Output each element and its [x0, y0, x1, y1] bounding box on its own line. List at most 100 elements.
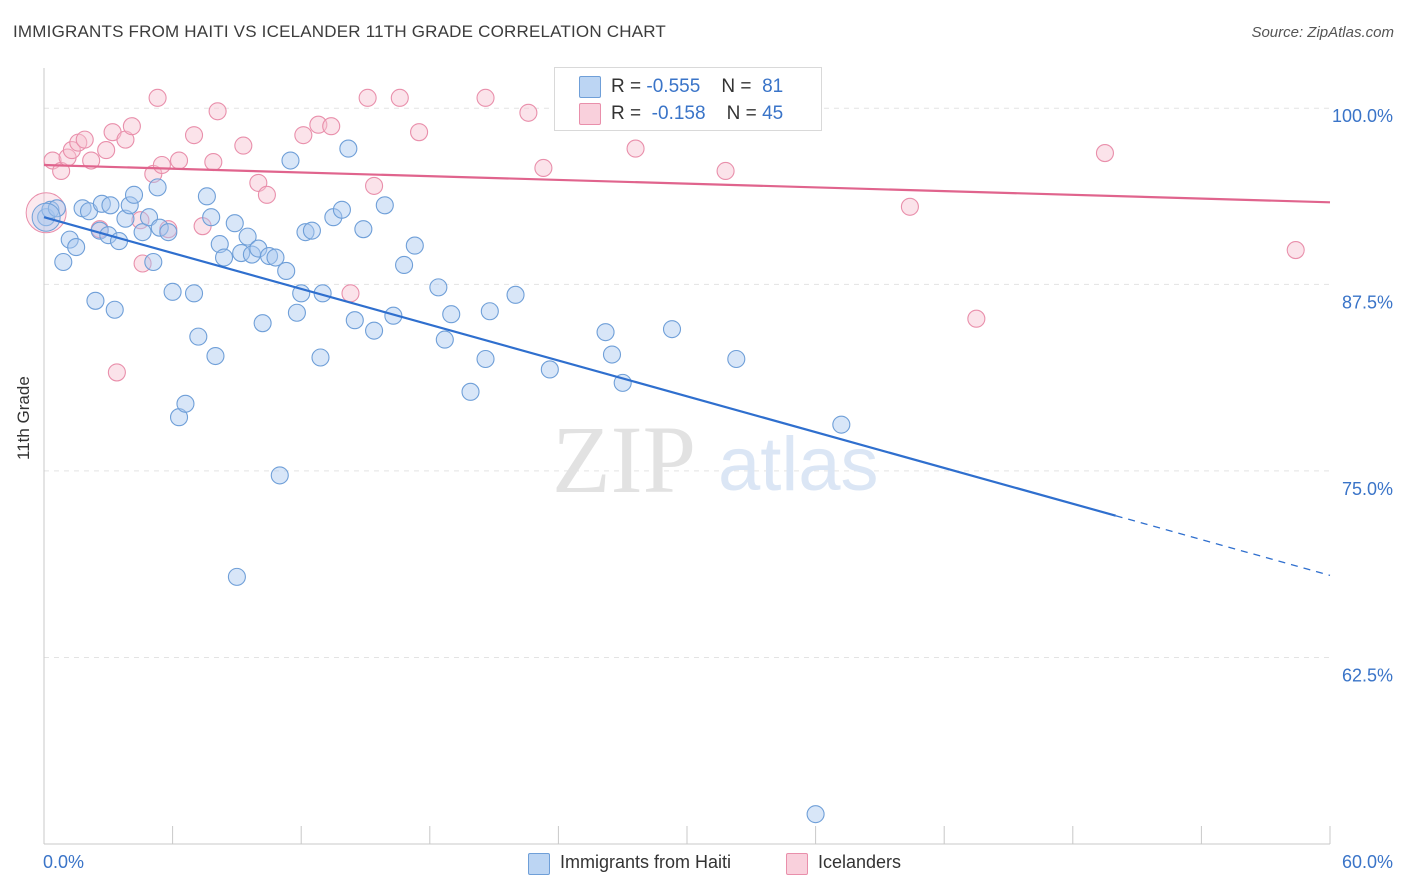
icelanders-point — [476, 88, 495, 107]
haiti-point — [332, 200, 351, 219]
icelanders-point — [169, 151, 189, 170]
haiti-point — [602, 345, 622, 364]
icelanders-point — [967, 309, 986, 328]
legend-n-value-haiti: 81 — [762, 76, 784, 97]
haiti-point — [429, 278, 448, 297]
haiti-point — [163, 282, 182, 301]
haiti-point — [405, 236, 424, 255]
haiti-point — [159, 223, 178, 242]
icelanders-point — [204, 152, 223, 172]
haiti-point — [150, 218, 169, 237]
haiti-point — [227, 567, 246, 586]
x-tick-label: 60.0% — [1342, 852, 1393, 872]
icelanders-point — [122, 117, 141, 136]
watermark-atlas: atlas — [718, 422, 879, 507]
haiti-point — [296, 223, 315, 242]
haiti-point — [67, 238, 86, 257]
y-tick-label: 75.0% — [1342, 479, 1393, 499]
icelanders-point — [716, 161, 735, 181]
haiti-point — [86, 291, 105, 310]
haiti-point — [435, 330, 454, 349]
icelanders-point — [341, 284, 360, 303]
icelanders-trend-line — [43, 163, 1331, 204]
icelanders-point — [184, 126, 204, 145]
legend-n-label: N = — [721, 76, 752, 97]
haiti-point — [266, 248, 285, 267]
legend-swatch-haiti — [579, 76, 601, 98]
haiti-point — [476, 349, 495, 369]
haiti-point — [144, 252, 163, 272]
haiti-point — [133, 223, 152, 242]
icelanders-point — [97, 141, 116, 160]
haiti-point — [395, 255, 414, 275]
bottom-legend-swatch-haiti — [528, 853, 550, 875]
icelanders-point — [148, 88, 167, 107]
haiti-point — [281, 151, 300, 170]
icelanders-point — [82, 151, 101, 170]
haiti-trend-line — [43, 216, 1116, 517]
legend-r-value-haiti: -0.555 — [646, 76, 701, 97]
haiti-point — [354, 220, 373, 239]
haiti-point — [210, 235, 229, 254]
icelanders-point — [626, 139, 645, 158]
chart-title: IMMIGRANTS FROM HAITI VS ICELANDER 11TH … — [13, 22, 667, 41]
haiti-point — [214, 248, 234, 267]
haiti-point — [311, 348, 330, 367]
haiti-point — [540, 360, 559, 379]
icelanders-point — [234, 136, 253, 155]
haiti-point — [206, 346, 225, 366]
legend-r-label: R = — [611, 103, 642, 124]
y-tick-label: 87.5% — [1342, 292, 1393, 312]
haiti-point — [277, 261, 296, 281]
haiti-point — [365, 321, 384, 340]
haiti-point — [302, 221, 321, 240]
haiti-point — [189, 327, 208, 346]
icelanders-points — [25, 88, 1305, 382]
icelanders-point — [62, 141, 81, 160]
icelanders-point — [294, 126, 313, 145]
legend-swatch-icelanders — [579, 103, 601, 125]
haiti-point — [54, 252, 73, 272]
icelanders-point — [390, 88, 409, 107]
haiti-point — [662, 320, 682, 339]
icelanders-point — [410, 123, 429, 142]
correlation-legend: R = -0.555 N = 81 R = -0.158 N = 45 — [554, 67, 822, 131]
haiti-point — [270, 466, 289, 485]
haiti-point — [249, 239, 268, 258]
haiti-point — [461, 382, 480, 401]
icelanders-point — [322, 117, 341, 136]
haiti-point — [116, 209, 135, 228]
bottom-legend-label-haiti: Immigrants from Haiti — [560, 852, 732, 872]
haiti-trend-extension — [1115, 515, 1331, 577]
haiti-point — [60, 230, 79, 249]
haiti-points — [31, 139, 851, 824]
icelanders-point — [1095, 144, 1114, 163]
axis-layer — [43, 68, 1331, 845]
haiti-point — [806, 805, 825, 824]
x-tick-label: 0.0% — [43, 852, 84, 872]
haiti-point — [225, 214, 244, 233]
haiti-point — [109, 232, 129, 251]
icelanders-point — [534, 158, 553, 178]
haiti-point — [480, 302, 499, 321]
legend-n-label: N = — [726, 103, 757, 124]
haiti-point — [259, 246, 279, 266]
haiti-point — [727, 349, 746, 369]
haiti-point — [339, 139, 358, 158]
haiti-point — [176, 394, 195, 413]
trend-lines — [43, 163, 1331, 577]
icelanders-point — [900, 197, 919, 216]
haiti-point — [832, 415, 851, 434]
bottom-legend-label-icelanders: Icelanders — [818, 852, 902, 872]
watermark: ZIP atlas — [552, 406, 879, 513]
legend-n-value-icelanders: 45 — [762, 103, 784, 124]
haiti-point — [197, 187, 216, 206]
haiti-point — [184, 284, 204, 303]
haiti-point — [253, 314, 272, 333]
haiti-point — [442, 305, 461, 324]
icelanders-point — [365, 176, 384, 195]
haiti-point — [375, 196, 394, 215]
icelanders-point — [152, 155, 171, 175]
haiti-point — [148, 178, 167, 197]
